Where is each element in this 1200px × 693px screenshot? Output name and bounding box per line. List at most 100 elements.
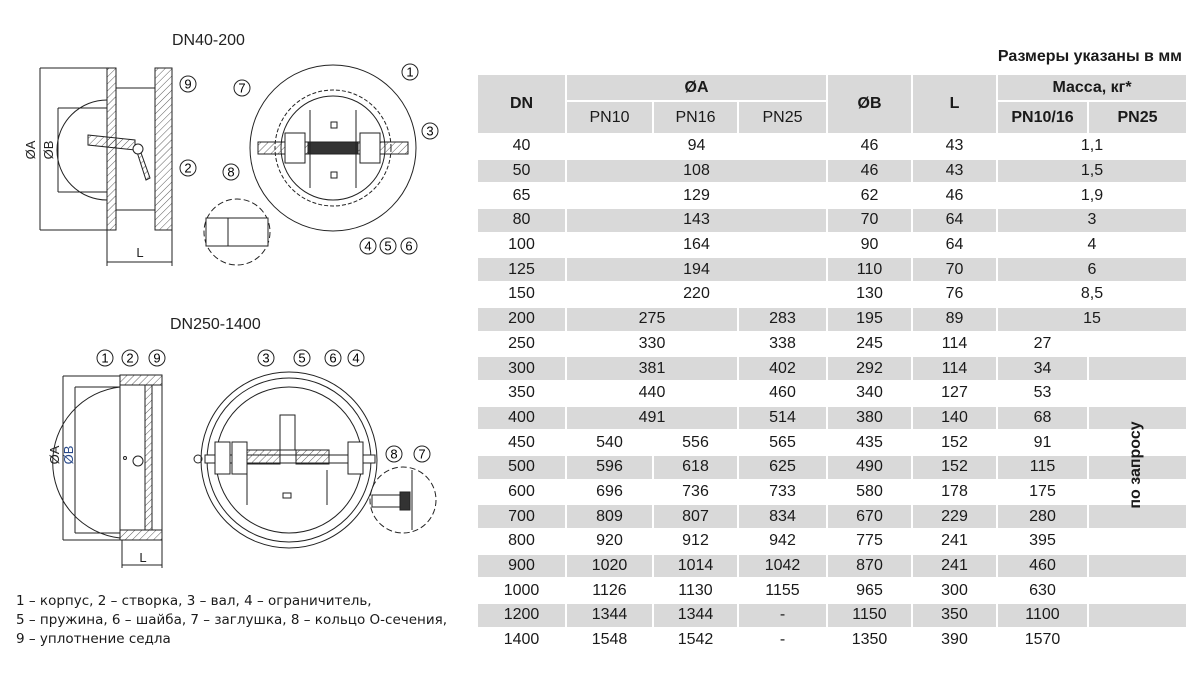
callout-circle [385,445,403,463]
cell-a: 164 [683,236,710,254]
cell-a-pn16: 1130 [678,581,713,599]
callout-number: 7 [418,447,425,462]
table-row: 300 381 402 292 114 34 [478,357,1186,380]
cell-dn: 40 [512,137,531,155]
cell-dn: 125 [478,258,565,282]
cell-mass-pn10-16: 630 [1029,581,1056,599]
cell-l: 64 [945,236,964,254]
cell-a-pn16: 807 [654,505,737,528]
cell-a-pn25: 338 [769,334,796,352]
cell-b: 90 [860,236,879,254]
cell-l: 241 [913,554,996,578]
callout-number: 2 [126,351,133,366]
cell-mass-pn10-16: 460 [998,554,1087,578]
cell-a-pn25: 1155 [765,581,800,599]
cell-l: 178 [941,482,968,500]
cell-a-pn16: 1344 [654,604,737,627]
legend-line: 9 – уплотнение седла [16,631,171,647]
cell-l: 76 [945,285,964,303]
table-row: 350 440 460 340 127 53 [478,382,1186,405]
cell-a-pn16: 556 [682,433,709,451]
header-a-pn16: PN16 [654,102,737,133]
cell-l: 350 [913,604,996,627]
callout-number: 2 [184,161,191,176]
cell-a-pn10: 540 [596,433,623,451]
cell-dn: 150 [508,285,535,303]
cell-mass-pn25 [1089,530,1186,553]
table-row: 65 129 62 46 1,9 [478,184,1186,207]
cell-dn: 1200 [478,604,565,627]
cell-l: 229 [913,505,996,528]
dim-a-small: ØA [23,140,38,159]
cell-l: 152 [913,455,996,479]
mass-pn25-on-request: по запросу [1120,420,1152,510]
callout-circle [421,122,439,140]
cell-a-pn25: 942 [769,532,796,550]
cell-a-pn25: 460 [769,384,796,402]
cell-l: 114 [913,357,996,380]
header-mass-pn25: PN25 [1089,102,1186,133]
cell-mass-pn10-16: 34 [998,357,1087,380]
table-row: 250 330 338 245 114 27 [478,333,1186,356]
cell-mass-pn25 [1089,455,1186,479]
cell-l: 43 [913,159,996,183]
legend-line: 5 – пружина, 6 – шайба, 7 – заглушка, 8 … [16,612,448,628]
cell-mass: 4 [1087,236,1097,254]
cell-mass-pn10-16: 1570 [1024,631,1061,649]
cell-mass-pn25 [1089,333,1186,356]
callout-circle [233,79,251,97]
callout-number: 5 [384,239,391,254]
header-a-pn25: PN25 [739,102,826,133]
dim-a-large: ØA [47,445,62,464]
table-row: 1200 1344 1344-1150 350 1100 [478,604,1186,627]
callout-circle [324,349,342,367]
cell-a-pn10: 596 [567,455,652,479]
callout-number: 3 [426,124,433,139]
cell-l: 43 [945,137,964,155]
cell-dn: 900 [478,554,565,578]
header-dn: DN [478,75,565,133]
cell-a: 194 [567,258,826,282]
cell-mass-pn25 [1089,604,1186,627]
cell-mass-pn10-16: 280 [998,505,1087,528]
cell-dn: 600 [508,482,535,500]
cell-a-pn10-16: 275 [567,307,737,331]
cell-dn: 400 [478,406,565,430]
cell-a-pn25: 283 [739,307,826,331]
callout-number: 8 [227,165,234,180]
callout-number: 7 [238,81,245,96]
cell-mass-pn10-16: 395 [1029,532,1056,550]
cell-a-pn25: 1042 [739,554,826,578]
drawing-large-title: DN250-1400 [170,316,261,333]
dim-l-small: L [136,245,143,260]
cell-b: 292 [828,357,911,380]
cell-mass-pn10-16: 53 [1033,384,1052,402]
cell-mass-pn25 [1089,357,1186,380]
callout-number: 8 [390,447,397,462]
cell-l: 300 [941,581,968,599]
cell-b: 195 [828,307,911,331]
cell-a-pn10: 1020 [567,554,652,578]
table-row: 1000 1126 1130 1155 965 300 630 [478,579,1186,602]
cell-l: 70 [913,258,996,282]
cell-dn: 800 [508,532,535,550]
cell-mass-pn10-16: 91 [1033,433,1052,451]
table-row: 900 1020 1014 1042 870 241 460 [478,554,1186,578]
table-row: 400 491 514 380 140 68 [478,406,1186,430]
cell-mass: 1,5 [998,159,1186,183]
header-mass-pn10-16: PN10/16 [998,102,1087,133]
cell-dn: 65 [512,186,531,204]
cell-l: 127 [941,384,968,402]
small-front-view [203,64,417,266]
cell-dn: 1000 [503,581,540,599]
cell-dn: 250 [508,334,535,352]
header-l: L [913,75,996,133]
cell-a-pn16: 1542 [677,631,714,649]
cell-a-pn25: 514 [739,406,826,430]
cell-mass: 3 [998,209,1186,232]
cell-b: 775 [856,532,883,550]
on-request-label: по запросу [1127,421,1144,509]
table-row: 500 596 618 625 490 152 115 [478,455,1186,479]
dim-b-large: ØB [61,446,76,465]
cell-l: 114 [941,334,968,352]
